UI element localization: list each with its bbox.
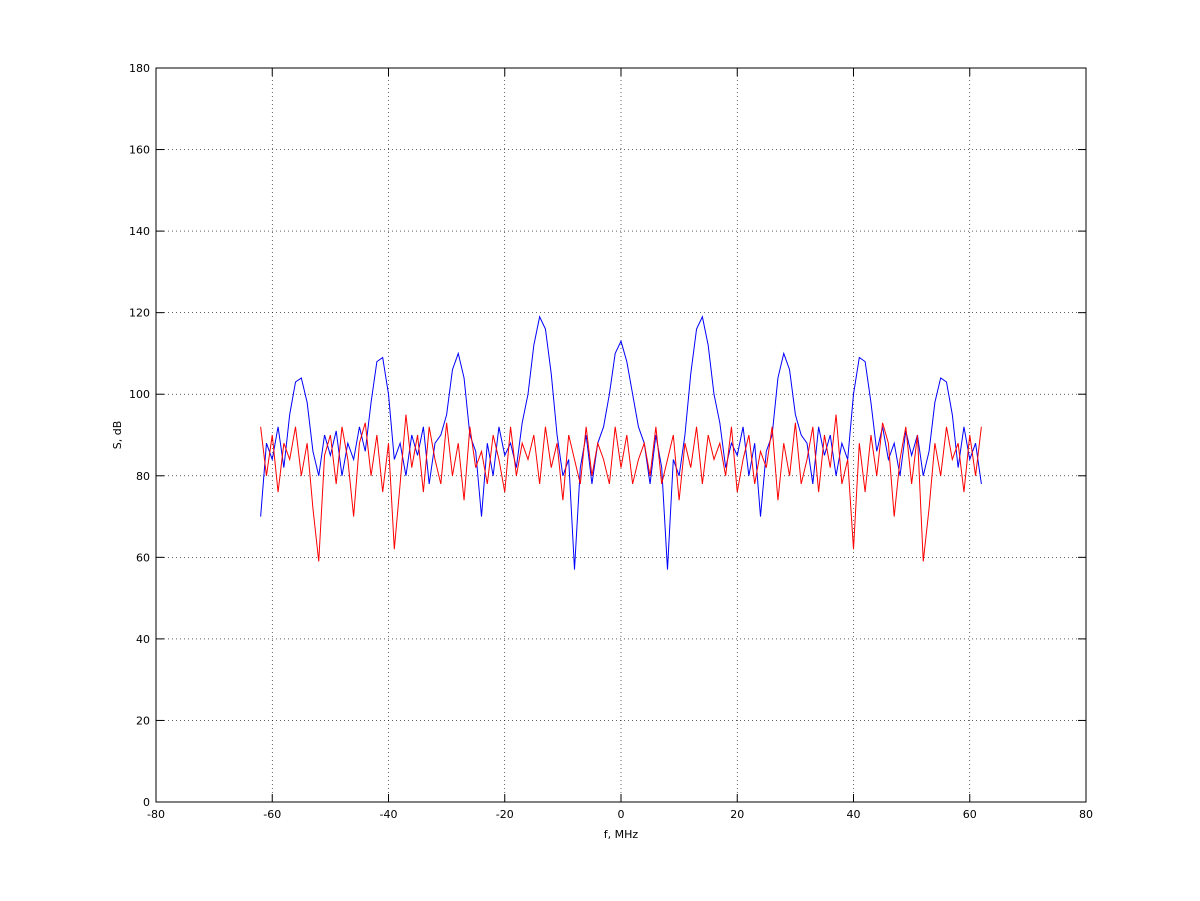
plot-frame bbox=[155, 67, 1087, 803]
series-line bbox=[260, 414, 982, 562]
y-tick-label: 180 bbox=[129, 62, 150, 75]
y-tick-label: 20 bbox=[136, 714, 150, 727]
series-line bbox=[260, 315, 982, 570]
y-tick-label: 60 bbox=[136, 551, 150, 564]
y-tick-label: 160 bbox=[129, 144, 150, 157]
y-tick-label: 120 bbox=[129, 307, 150, 320]
x-tick-label: -80 bbox=[147, 808, 165, 821]
y-tick-label: 140 bbox=[129, 225, 150, 238]
x-tick-label: 20 bbox=[730, 808, 744, 821]
y-axis-label: S, dB bbox=[111, 421, 124, 450]
x-axis-label: f, MHz bbox=[604, 828, 639, 841]
x-tick-label: -60 bbox=[263, 808, 281, 821]
x-tick-label: 80 bbox=[1079, 808, 1093, 821]
x-tick-label: 60 bbox=[963, 808, 977, 821]
y-tick-label: 80 bbox=[136, 470, 150, 483]
x-tick-label: 40 bbox=[847, 808, 861, 821]
x-tick-label: 0 bbox=[618, 808, 625, 821]
x-tick-label: -20 bbox=[496, 808, 514, 821]
x-tick-label: -40 bbox=[380, 808, 398, 821]
y-tick-label: 0 bbox=[143, 796, 150, 809]
y-tick-label: 100 bbox=[129, 388, 150, 401]
y-tick-label: 40 bbox=[136, 633, 150, 646]
